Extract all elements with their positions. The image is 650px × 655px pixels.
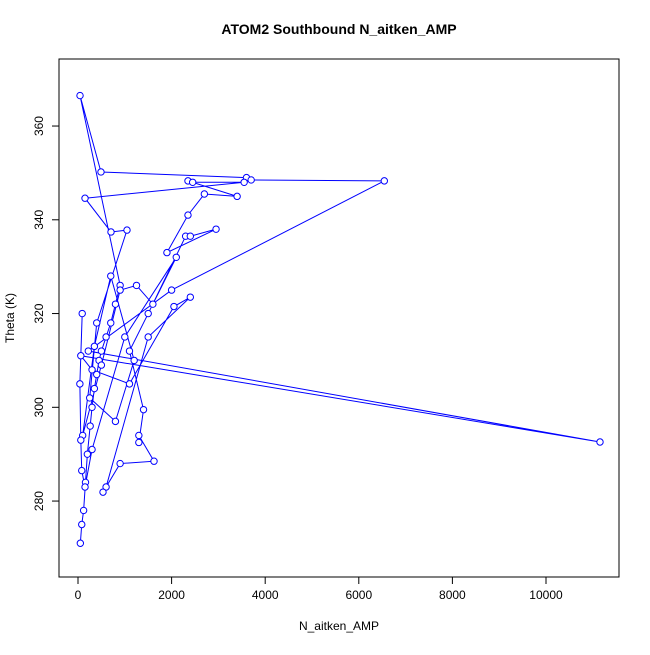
data-point	[79, 506, 88, 515]
data-point	[125, 380, 134, 388]
data-point	[111, 417, 120, 426]
data-point	[76, 380, 84, 388]
data-point	[76, 539, 85, 547]
data-point	[102, 333, 110, 341]
x-axis-label: N_aitken_AMP	[299, 619, 379, 633]
data-point	[188, 178, 197, 186]
data-point	[186, 293, 195, 301]
plot-frame	[58, 58, 620, 578]
data-point	[107, 228, 115, 236]
data-point	[139, 405, 148, 414]
data-point	[144, 309, 152, 318]
data-point	[200, 190, 209, 198]
data-point	[86, 394, 94, 402]
data-point	[596, 438, 604, 446]
data-point	[170, 302, 178, 311]
data-point	[97, 168, 105, 176]
y-axis-label: Theta (K)	[3, 293, 17, 343]
data-point	[90, 384, 99, 393]
data-point	[78, 520, 86, 529]
chart-title: ATOM2 Southbound N_aitken_AMP	[221, 21, 456, 37]
data-point	[78, 309, 86, 318]
data-point	[93, 370, 101, 379]
data-point	[93, 319, 101, 327]
y-tick-label: 360	[32, 116, 46, 136]
data-point	[149, 300, 157, 308]
x-tick-label: 2000	[158, 588, 185, 602]
data-point	[116, 286, 124, 294]
y-tick-label: 340	[32, 209, 46, 229]
data-point	[77, 352, 85, 360]
data-point	[247, 176, 255, 184]
data-point	[88, 366, 96, 374]
data-point	[81, 483, 89, 491]
data-point	[240, 178, 248, 186]
x-tick-label: 8000	[439, 588, 466, 602]
data-point	[121, 333, 129, 341]
data-point	[130, 356, 138, 365]
data-point	[233, 192, 241, 201]
data-point	[380, 177, 389, 185]
x-tick-label: 6000	[345, 588, 372, 602]
data-point	[135, 438, 143, 447]
data-point	[84, 347, 92, 355]
data-point	[107, 272, 115, 280]
data-point	[97, 347, 106, 355]
data-point	[76, 91, 84, 100]
data-point	[88, 445, 96, 454]
x-tick-label: 0	[75, 588, 82, 602]
data-point	[116, 459, 124, 468]
data-point	[111, 300, 120, 308]
data-point	[81, 194, 89, 202]
data-point	[77, 436, 85, 444]
data-point	[86, 422, 94, 430]
y-tick-label: 300	[32, 397, 46, 417]
data-point	[144, 333, 152, 341]
data-point	[184, 211, 192, 219]
x-tick-label: 4000	[252, 588, 279, 602]
data-point	[90, 342, 99, 351]
data-point	[107, 319, 115, 327]
data-point	[83, 450, 92, 458]
data-point	[212, 225, 220, 233]
data-point	[125, 347, 134, 355]
data-point	[99, 488, 107, 496]
data-point	[132, 281, 141, 290]
data-line	[79, 95, 601, 544]
y-tick-label: 280	[32, 491, 46, 511]
data-point	[135, 431, 143, 440]
y-tick-label: 320	[32, 303, 46, 323]
data-point	[150, 457, 158, 465]
x-tick-label: 10000	[529, 588, 563, 602]
data-point	[186, 232, 195, 240]
data-point	[97, 361, 106, 369]
data-point	[123, 226, 131, 234]
data-point	[78, 466, 86, 475]
data-point	[167, 286, 176, 294]
data-point	[163, 248, 171, 257]
data-point	[172, 253, 180, 261]
data-point	[88, 403, 96, 412]
